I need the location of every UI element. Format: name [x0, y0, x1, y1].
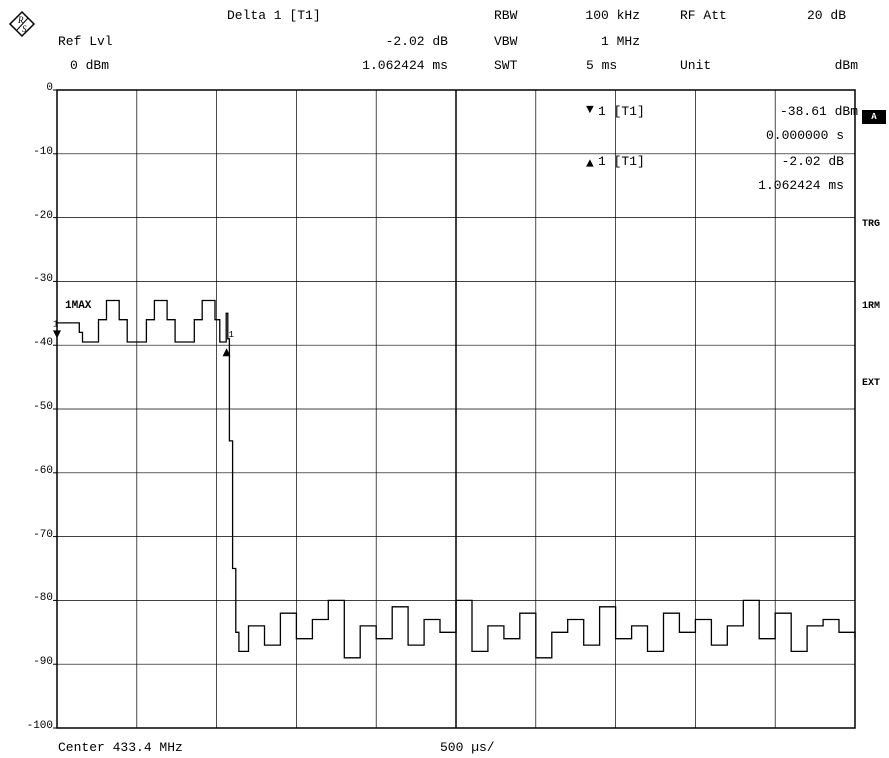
- marker1-symbol: [53, 330, 61, 339]
- delta1-up-icon: ▲: [586, 156, 594, 171]
- delta1-level: -2.02 dB: [781, 154, 844, 169]
- side-1rm-label: 1RM: [862, 301, 881, 312]
- delta1-label: 1 [T1]: [598, 154, 645, 169]
- marker1-level: -38.61 dBm: [779, 104, 858, 119]
- rf-att-value: 20 dB: [806, 8, 846, 23]
- unit-label: Unit: [680, 58, 712, 73]
- rf-att-label: RF Att: [680, 8, 727, 23]
- rbw-value: 100 kHz: [585, 8, 640, 23]
- ref-lvl-label: Ref Lvl: [58, 34, 113, 49]
- side-a-badge: A: [862, 110, 886, 124]
- delta1-symbol: [222, 348, 231, 357]
- time-per-division: 500 µs/: [440, 740, 495, 755]
- y-tick-label: -100: [26, 720, 53, 732]
- vbw-value: 1 MHz: [600, 34, 640, 49]
- marker1-tag: 1: [53, 319, 58, 329]
- delta1-tag: 1: [229, 330, 234, 340]
- y-tick-label: -90: [33, 656, 53, 669]
- swt-label: SWT: [494, 58, 518, 73]
- y-tick-label: -30: [33, 273, 53, 286]
- y-tick-label: -80: [33, 592, 53, 605]
- y-tick-label: -70: [33, 528, 53, 541]
- swt-value: 5 ms: [586, 58, 618, 73]
- marker1-down-icon: ▼: [586, 102, 594, 117]
- marker-level: -2.02 dB: [385, 34, 448, 49]
- y-tick-label: 0: [46, 82, 53, 94]
- rbw-label: RBW: [494, 8, 518, 23]
- delta1-time: 1.062424 ms: [758, 178, 844, 193]
- y-tick-label: -10: [33, 145, 53, 158]
- svg-text:S: S: [22, 24, 27, 34]
- y-tick-label: -40: [33, 337, 53, 350]
- svg-text:R: R: [17, 15, 24, 25]
- ref-lvl-value: 0 dBm: [70, 58, 110, 73]
- marker-title: Delta 1 [T1]: [227, 8, 321, 23]
- y-tick-label: -60: [33, 464, 53, 477]
- unit-value: dBm: [834, 58, 858, 73]
- marker1-label: 1 [T1]: [598, 104, 645, 119]
- side-trg-label: TRG: [862, 219, 881, 230]
- side-ext-label: EXT: [862, 378, 881, 389]
- marker1-time: 0.000000 s: [765, 128, 844, 143]
- trace-line: [57, 299, 856, 659]
- center-frequency: Center 433.4 MHz: [58, 740, 183, 755]
- marker-time: 1.062424 ms: [362, 58, 448, 73]
- vbw-label: VBW: [494, 34, 518, 49]
- y-tick-label: -20: [33, 209, 53, 222]
- rohde-schwarz-logo: R S: [8, 10, 36, 38]
- y-tick-label: -50: [33, 401, 53, 413]
- trace-label: 1MAX: [65, 300, 92, 312]
